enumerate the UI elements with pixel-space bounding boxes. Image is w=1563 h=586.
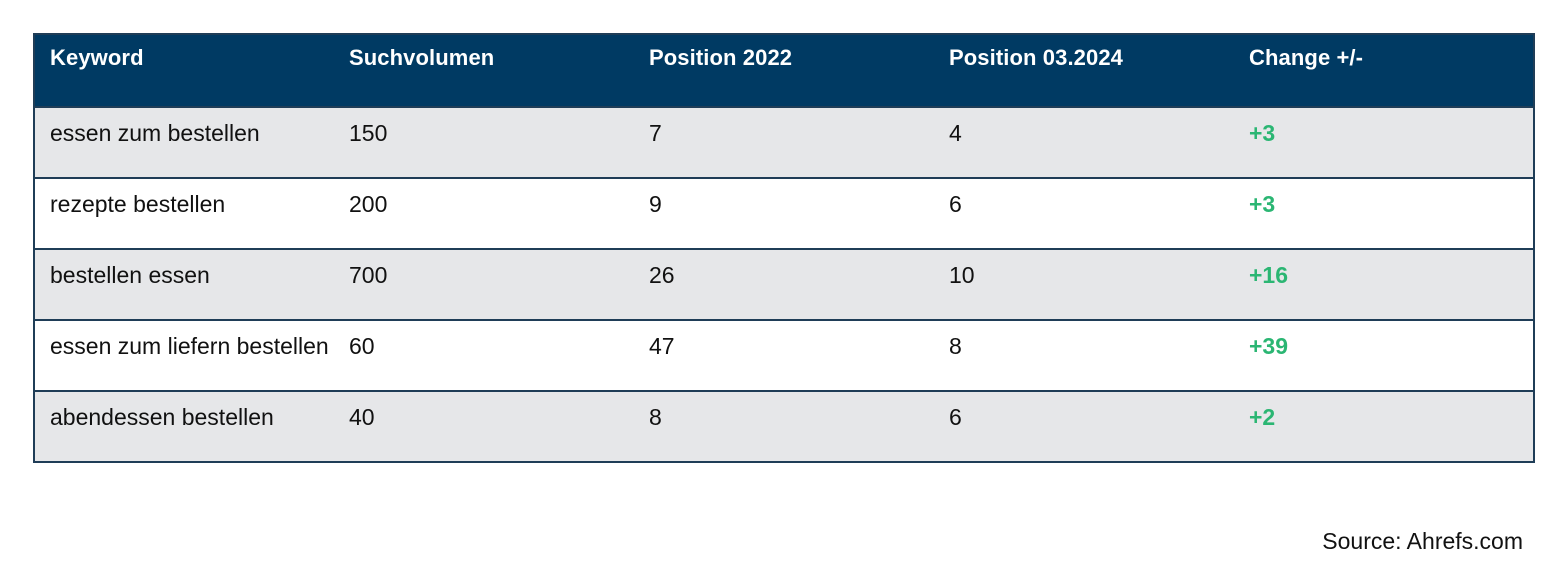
source-caption: Source: Ahrefs.com bbox=[1322, 528, 1523, 554]
cell-keyword: abendessen bestellen bbox=[50, 404, 274, 430]
cell-position-2022: 8 bbox=[649, 404, 662, 430]
cell-position-2022: 47 bbox=[649, 333, 675, 359]
cell-position-2024: 4 bbox=[949, 120, 962, 146]
cell-change: +3 bbox=[1249, 120, 1276, 146]
cell-volume: 60 bbox=[349, 333, 375, 359]
cell-position-2024: 10 bbox=[949, 262, 975, 288]
cell-volume: 40 bbox=[349, 404, 375, 430]
header-position-03-2024: Position 03.2024 bbox=[949, 45, 1124, 70]
table-row: essen zum bestellen 150 7 4 +3 bbox=[34, 107, 1534, 178]
cell-volume: 200 bbox=[349, 191, 388, 217]
cell-position-2024: 6 bbox=[949, 404, 962, 430]
cell-position-2022: 26 bbox=[649, 262, 675, 288]
cell-change: +16 bbox=[1249, 262, 1289, 288]
cell-volume: 150 bbox=[349, 120, 388, 146]
table-header: Keyword Suchvolumen Position 2022 Positi… bbox=[34, 34, 1534, 107]
cell-position-2024: 8 bbox=[949, 333, 962, 359]
cell-position-2024: 6 bbox=[949, 191, 962, 217]
table-row: rezepte bestellen 200 9 6 +3 bbox=[34, 178, 1534, 249]
cell-change: +39 bbox=[1249, 333, 1289, 359]
cell-change: +3 bbox=[1249, 191, 1276, 217]
header-change: Change +/- bbox=[1249, 45, 1364, 70]
keyword-ranking-table: Keyword Suchvolumen Position 2022 Positi… bbox=[33, 33, 1535, 463]
table-body: essen zum bestellen 150 7 4 +3 rezepte b… bbox=[34, 107, 1534, 462]
cell-keyword: essen zum liefern bestellen bbox=[50, 333, 329, 359]
cell-keyword: rezepte bestellen bbox=[50, 191, 226, 217]
header-position-2022: Position 2022 bbox=[649, 45, 793, 70]
cell-change: +2 bbox=[1249, 404, 1276, 430]
cell-volume: 700 bbox=[349, 262, 388, 288]
header-suchvolumen: Suchvolumen bbox=[349, 45, 495, 70]
table-row: abendessen bestellen 40 8 6 +2 bbox=[34, 391, 1534, 462]
cell-position-2022: 7 bbox=[649, 120, 662, 146]
cell-keyword: essen zum bestellen bbox=[50, 120, 260, 146]
cell-keyword: bestellen essen bbox=[50, 262, 210, 288]
table-row: bestellen essen 700 26 10 +16 bbox=[34, 249, 1534, 320]
header-keyword: Keyword bbox=[50, 45, 144, 70]
header-row: Keyword Suchvolumen Position 2022 Positi… bbox=[34, 34, 1534, 107]
cell-position-2022: 9 bbox=[649, 191, 662, 217]
table-row: essen zum liefern bestellen 60 47 8 +39 bbox=[34, 320, 1534, 391]
